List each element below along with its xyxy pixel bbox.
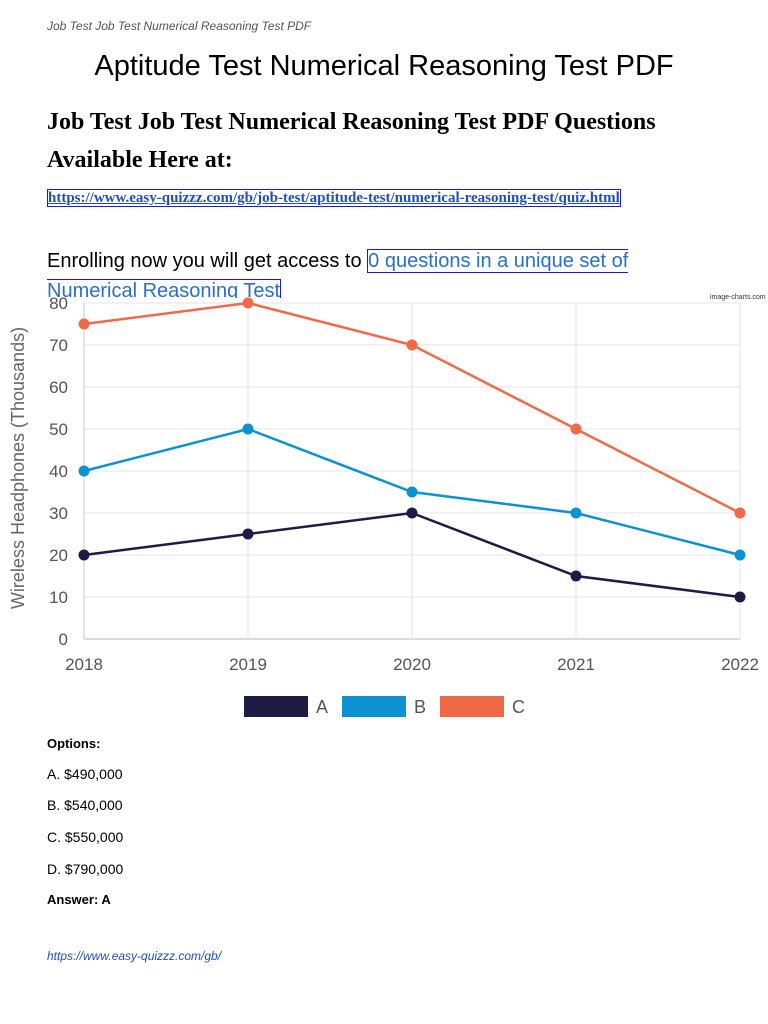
- data-point-b: [406, 486, 418, 498]
- running-header: Job Test Job Test Numerical Reasoning Te…: [47, 19, 312, 33]
- data-point-c: [570, 423, 582, 435]
- x-tick-label: 2019: [229, 655, 267, 674]
- line-chart: 0 10 20 30 40 50 60 70 80 2018 2019 2020 2021 2022 A B…: [8, 296, 759, 717]
- legend-swatch-b: [342, 696, 406, 717]
- data-point-b: [78, 465, 90, 477]
- data-point-a: [734, 591, 746, 603]
- x-tick-label: 2020: [393, 655, 431, 674]
- x-tick-label: 2022: [721, 655, 759, 674]
- y-tick-label: 30: [49, 504, 68, 523]
- data-point-a: [406, 507, 418, 519]
- data-point-a: [78, 549, 90, 561]
- data-point-c: [78, 318, 90, 330]
- x-tick-label: 2018: [65, 655, 103, 674]
- section-heading: Job Test Job Test Numerical Reasoning Te…: [47, 109, 656, 173]
- data-point-a: [242, 528, 254, 540]
- data-point-b: [734, 549, 746, 561]
- quiz-link-container: https://www.easy-quizzz.com/gb/job-test/…: [47, 187, 647, 210]
- question-set-link[interactable]: 0 questions in a unique set of Numerical…: [47, 249, 629, 298]
- y-tick-label: 0: [59, 630, 68, 649]
- data-point-c: [406, 339, 418, 351]
- y-tick-label: 50: [49, 420, 68, 439]
- data-point-b: [242, 423, 254, 435]
- y-tick-label: 70: [49, 336, 68, 355]
- legend-label-c: C: [512, 697, 525, 717]
- legend-swatch-c: [440, 696, 504, 717]
- legend-label-a: A: [316, 697, 328, 717]
- data-point-b: [570, 507, 582, 519]
- option-b: B. $540,000: [47, 797, 123, 813]
- enroll-prefix: Enrolling now you will get access to: [47, 250, 368, 272]
- y-tick-label: 40: [49, 462, 68, 481]
- y-axis-label: Wireless Headphones (Thousands): [8, 327, 28, 609]
- footer-link[interactable]: https://www.easy-quizzz.com/gb/: [47, 949, 222, 963]
- y-tick-label: 80: [49, 296, 68, 313]
- option-c: C. $550,000: [47, 829, 124, 845]
- options-label: Options:: [47, 736, 101, 751]
- data-point-c: [734, 507, 746, 519]
- enroll-paragraph: Enrolling now you will get access to 0 q…: [47, 246, 687, 298]
- option-a: A. $490,000: [47, 766, 123, 782]
- y-tick-label: 10: [49, 588, 68, 607]
- legend-label-b: B: [414, 697, 426, 717]
- quiz-link[interactable]: https://www.easy-quizzz.com/gb/job-test/…: [47, 189, 621, 207]
- answer: Answer: A: [47, 892, 111, 907]
- chart-credit: image-charts.com: [710, 294, 766, 301]
- legend-swatch-a: [244, 696, 308, 717]
- data-point-c: [242, 297, 254, 309]
- y-tick-label: 60: [49, 378, 68, 397]
- data-point-a: [570, 570, 582, 582]
- y-tick-label: 20: [49, 546, 68, 565]
- x-tick-label: 2021: [557, 655, 595, 674]
- document-title: Aptitude Test Numerical Reasoning Test P…: [94, 50, 674, 82]
- option-d: D. $790,000: [47, 861, 124, 877]
